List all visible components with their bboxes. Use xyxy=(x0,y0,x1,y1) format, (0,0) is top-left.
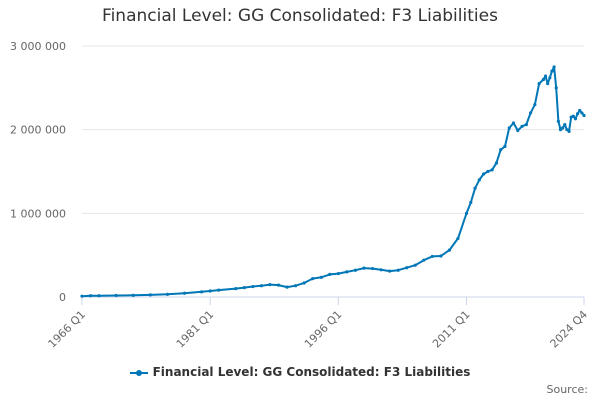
data-point xyxy=(550,69,554,73)
data-point xyxy=(578,108,582,113)
data-point xyxy=(556,119,560,123)
data-point xyxy=(80,294,84,298)
legend[interactable]: Financial Level: GG Consolidated: F3 Lia… xyxy=(0,365,600,379)
data-point xyxy=(573,117,578,121)
data-point xyxy=(234,287,238,291)
data-point xyxy=(405,266,409,270)
data-point xyxy=(276,283,281,287)
data-point xyxy=(477,178,481,182)
data-point xyxy=(548,76,552,80)
data-point xyxy=(541,77,546,82)
data-point xyxy=(362,266,366,270)
legend-swatch xyxy=(129,369,148,376)
data-point xyxy=(552,65,556,69)
data-point xyxy=(561,126,565,130)
data-point xyxy=(580,111,584,115)
data-point xyxy=(567,129,571,133)
data-point xyxy=(268,283,272,287)
data-point xyxy=(182,291,187,295)
data-point xyxy=(486,169,490,174)
data-point xyxy=(413,263,417,267)
data-point xyxy=(388,269,392,273)
data-point xyxy=(563,123,567,127)
x-tick-label: 1996 Q1 xyxy=(302,308,345,351)
data-point xyxy=(319,275,323,279)
data-point xyxy=(328,272,332,277)
chart-title: Financial Level: GG Consolidated: F3 Lia… xyxy=(102,6,498,26)
data-point xyxy=(285,285,289,289)
x-tick-label: 2011 Q1 xyxy=(430,308,473,351)
data-point xyxy=(165,292,170,296)
data-point xyxy=(422,258,426,262)
data-point xyxy=(490,168,494,172)
x-tick-label: 1981 Q1 xyxy=(174,308,217,351)
data-point xyxy=(131,293,135,297)
data-point xyxy=(447,248,452,252)
data-point xyxy=(430,254,434,259)
data-point xyxy=(520,124,524,128)
data-point xyxy=(217,288,221,292)
data-point xyxy=(353,268,358,272)
data-point xyxy=(200,290,204,294)
data-point xyxy=(114,293,118,298)
data-point xyxy=(242,286,246,290)
data-point xyxy=(251,284,255,289)
y-tick-label: 1 000 000 xyxy=(10,207,66,220)
data-point xyxy=(464,211,469,215)
source-label: Source: xyxy=(546,383,589,396)
y-tick-label: 2 000 000 xyxy=(10,124,66,137)
data-point xyxy=(507,126,511,130)
data-point xyxy=(473,186,477,190)
data-point xyxy=(148,293,152,297)
y-tick-label: 3 000 000 xyxy=(10,40,66,53)
x-tick-label: 1966 Q1 xyxy=(46,308,89,351)
data-point xyxy=(456,236,460,241)
data-point xyxy=(524,123,528,127)
data-point xyxy=(537,82,541,86)
x-tick-label: 2024 Q4 xyxy=(548,308,591,351)
data-point xyxy=(554,86,558,90)
data-point xyxy=(528,111,533,115)
data-point xyxy=(543,74,548,78)
data-point xyxy=(511,121,516,125)
data-point xyxy=(302,281,306,285)
legend-label: Financial Level: GG Consolidated: F3 Lia… xyxy=(152,365,471,379)
data-point xyxy=(439,254,443,258)
y-tick-label: 0 xyxy=(59,291,66,304)
data-point xyxy=(516,128,520,133)
data-point xyxy=(533,102,537,107)
data-point xyxy=(469,200,473,205)
series-line xyxy=(81,65,585,298)
data-point xyxy=(575,112,580,116)
data-point xyxy=(336,271,340,276)
data-point xyxy=(88,294,93,298)
data-point xyxy=(499,148,503,152)
data-point xyxy=(379,268,383,272)
data-point xyxy=(482,172,486,176)
data-point xyxy=(503,144,507,148)
data-point xyxy=(208,289,212,293)
data-point xyxy=(494,161,499,165)
data-point xyxy=(396,268,400,272)
data-point xyxy=(571,114,575,118)
data-point xyxy=(97,294,101,298)
data-point xyxy=(311,276,315,281)
data-point xyxy=(345,270,349,274)
data-point xyxy=(259,284,264,288)
data-point xyxy=(294,284,298,288)
data-point xyxy=(582,113,586,118)
data-point xyxy=(546,82,550,86)
data-point xyxy=(370,266,375,271)
